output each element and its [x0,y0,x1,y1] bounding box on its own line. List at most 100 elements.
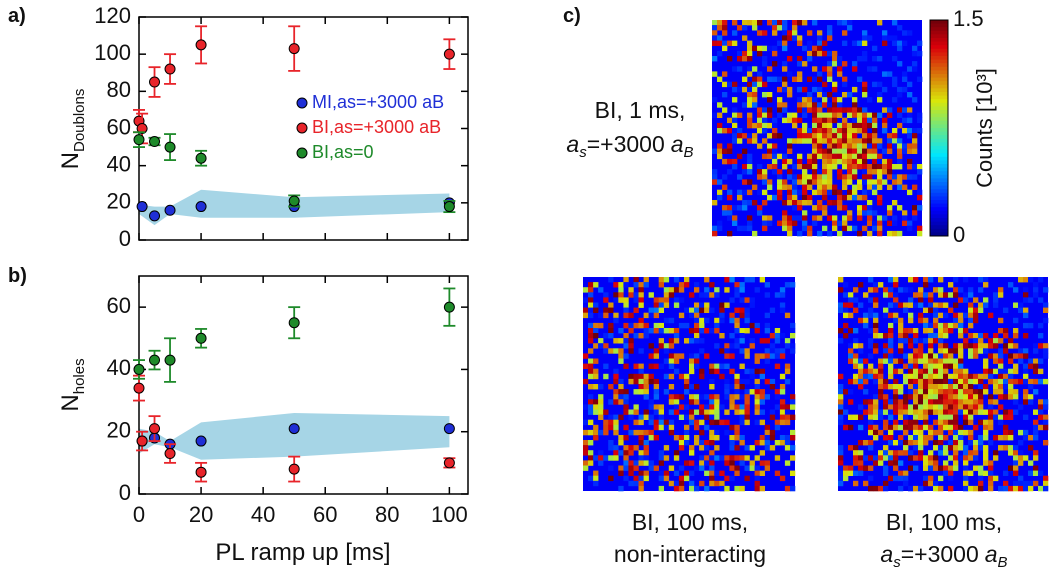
pixel [699,317,705,324]
pixel [807,56,813,62]
pixel [958,384,964,390]
legend-label: BI,as=0 [312,142,374,162]
pixel [898,338,904,344]
pixel [1003,373,1009,380]
pixel [973,343,979,349]
pixel [923,419,929,426]
pixel [898,333,904,339]
pixel [998,414,1004,420]
pixel [1038,358,1044,364]
pixel [673,485,680,492]
pixel [689,414,695,420]
y-tick-label: 20 [107,418,131,443]
pixel [893,312,899,319]
pixel [732,20,738,26]
pixel [888,414,894,420]
pixel [837,189,843,196]
pixel [938,409,944,415]
pixel [938,419,944,426]
pixel [873,373,879,380]
pixel [848,343,854,349]
pixel [643,333,649,339]
pixel [714,435,720,441]
colorbar-step [930,196,948,201]
pixel [988,373,994,380]
pixel [858,470,864,476]
pixel [998,328,1004,334]
pixel [792,76,798,82]
pixel [643,429,649,436]
pixel [847,138,853,144]
pixel [908,419,914,426]
pixel [742,102,748,108]
pixel [1023,455,1029,461]
pixel [832,81,838,88]
pixel [872,220,878,226]
pixel [832,112,838,118]
pixel [608,419,614,426]
pixel [908,317,914,324]
pixel [608,465,614,471]
pixel [742,148,748,154]
pixel [918,384,924,390]
pixel [613,394,619,400]
pixel [998,287,1004,293]
pixel [867,220,873,226]
pixel [832,220,838,226]
pixel [767,107,773,113]
pixel [917,50,923,57]
pixel [812,143,818,149]
pixel [883,307,889,313]
pixel [628,343,634,349]
pixel [797,174,803,180]
pixel [1013,450,1019,456]
pixel [772,164,778,170]
pixel [907,117,913,124]
pixel [777,25,783,31]
data-point [288,195,300,207]
pixel [863,440,869,446]
pixel [928,348,934,354]
pixel [777,220,783,226]
panel-label: b) [8,265,27,287]
pixel [734,287,740,293]
pixel [593,328,599,334]
pixel [1013,389,1019,395]
pixel [638,368,644,375]
pixel [912,164,918,170]
colorbar-step [930,113,948,118]
pixel [782,210,788,216]
pixel [867,164,873,170]
pixel [653,363,659,369]
pixel [774,348,781,354]
pixel [678,287,685,293]
pixel [863,480,869,487]
pixel [983,373,989,380]
pixel [878,485,884,492]
pixel [757,164,763,170]
pixel [938,353,944,359]
pixel [658,460,664,466]
pixel [608,475,614,482]
colorbar-step [930,95,948,100]
pixel [653,353,659,359]
pixel [847,169,853,175]
pixel [588,455,594,461]
pixel [842,61,848,67]
pixel [752,20,758,26]
pixel [903,373,909,380]
pixel [858,450,864,456]
pixel [774,338,781,344]
pixel [973,312,979,319]
pixel [847,25,853,31]
pixel [858,378,864,385]
pixel [842,92,848,98]
pixel [883,287,889,293]
pixel [1003,307,1009,313]
pixel [948,424,954,431]
pixel [923,475,929,482]
colorbar-step [930,34,948,39]
pixel [1043,287,1049,293]
pixel [792,117,798,124]
pixel [1018,429,1024,436]
